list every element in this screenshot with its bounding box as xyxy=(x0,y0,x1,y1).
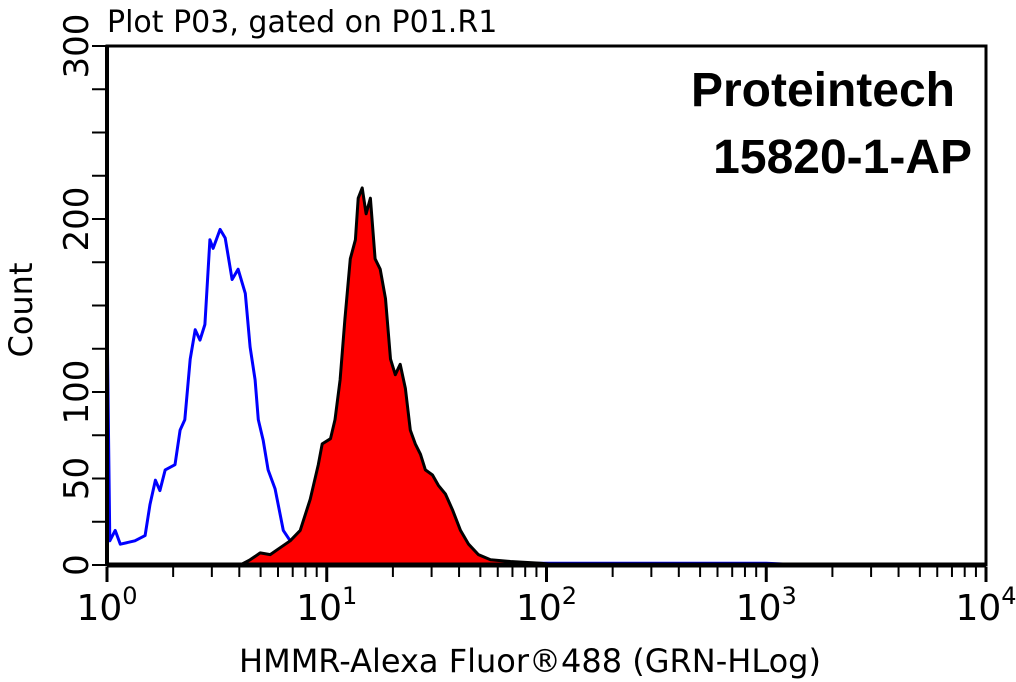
plot-frame xyxy=(105,44,988,567)
x-axis-label: HMMR-Alexa Fluor®488 (GRN-HLog) xyxy=(239,642,821,680)
y-axis-label: Count xyxy=(2,262,40,357)
series-control-line xyxy=(105,227,805,567)
x-tick-label: 100 xyxy=(76,582,137,629)
brand-annotation: Proteintech xyxy=(691,64,955,117)
y-tick-label: 0 xyxy=(57,554,97,576)
catalog-annotation: 15820-1-AP xyxy=(713,131,972,184)
series-HMMR-area xyxy=(238,186,562,567)
y-tick-label: 100 xyxy=(57,360,97,425)
y-tick-label: 300 xyxy=(57,14,97,79)
y-tick-label: 50 xyxy=(57,457,97,500)
x-tick-label: 101 xyxy=(296,582,357,629)
x-tick-label: 102 xyxy=(516,582,577,629)
x-tick-label: 103 xyxy=(736,582,797,629)
x-tick-label: 104 xyxy=(955,582,1016,629)
y-tick-label: 200 xyxy=(57,187,97,252)
chart-title: Plot P03, gated on P01.R1 xyxy=(107,5,497,40)
